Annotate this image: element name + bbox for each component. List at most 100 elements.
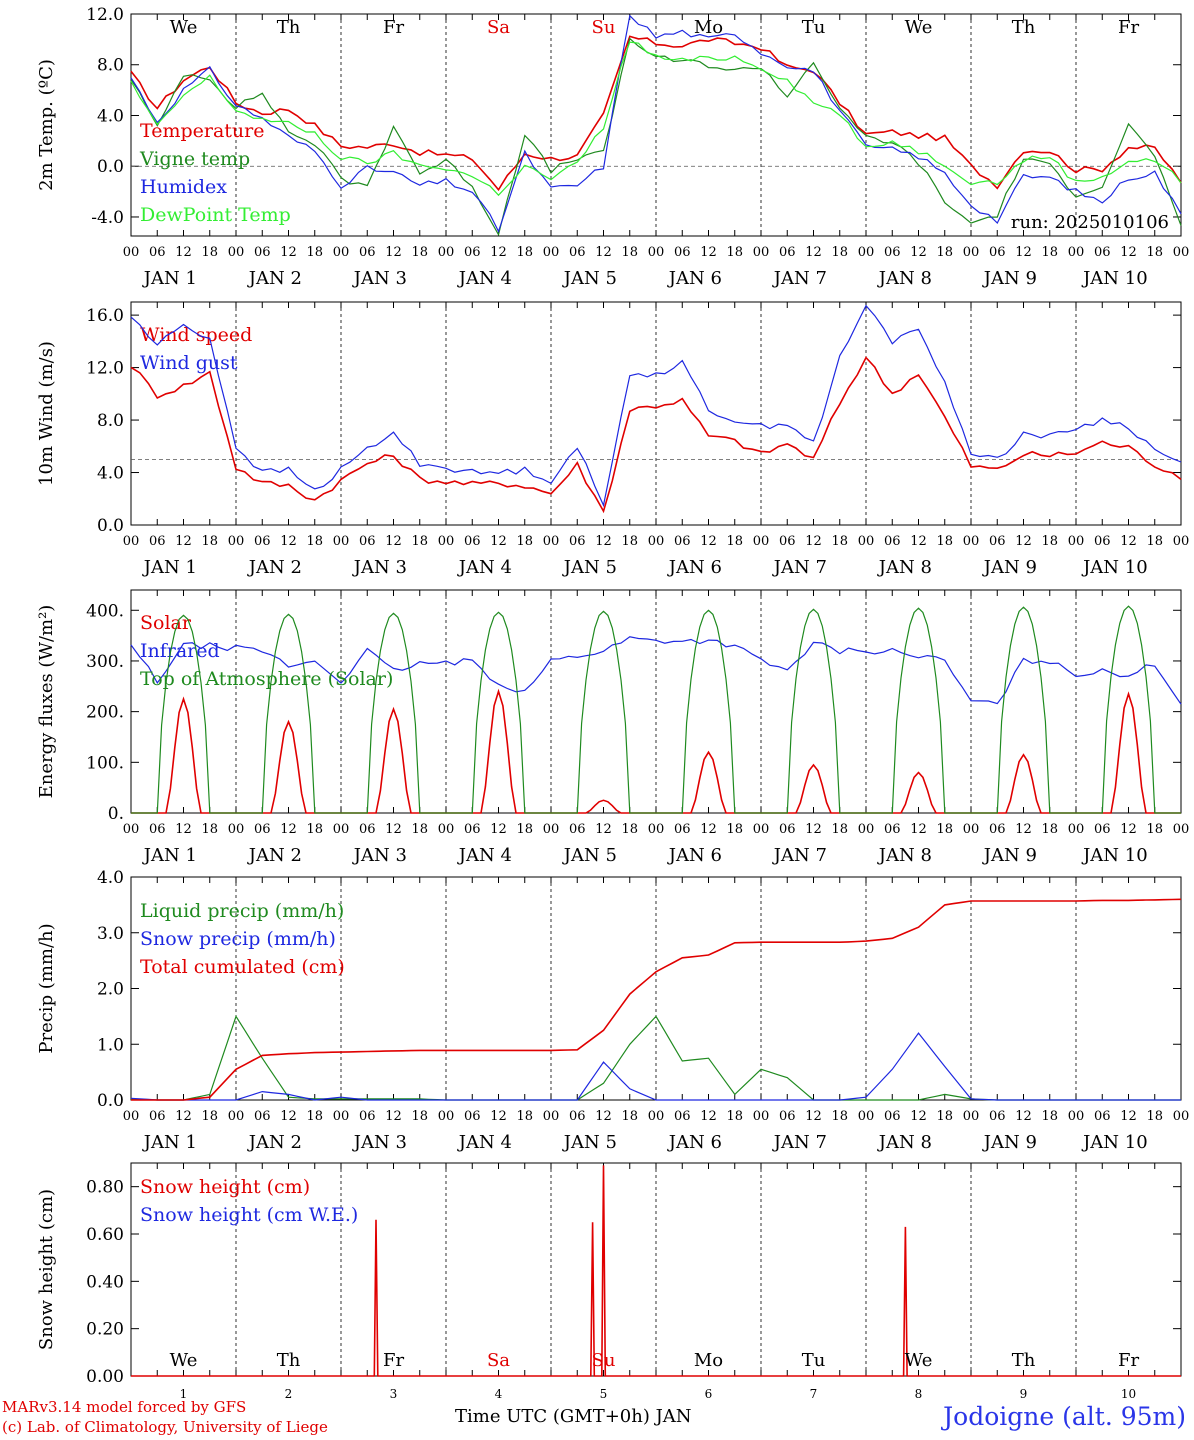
hour-label: 00: [543, 245, 560, 260]
hour-label: 00: [753, 534, 770, 549]
series-line-snow-height-cm-: [131, 1165, 1181, 1377]
legend-entry: Snow height (cm W.E.): [140, 1204, 358, 1226]
lab-credit: (c) Lab. of Climatology, University of L…: [2, 1418, 328, 1436]
hour-label: 12: [595, 1109, 612, 1124]
weekday-name: Mo: [694, 1350, 723, 1371]
hour-label: 00: [438, 1109, 455, 1124]
hour-label: 12: [280, 822, 297, 837]
hour-label: 12: [910, 1109, 927, 1124]
hour-label: 18: [516, 822, 533, 837]
y-tick-label: 0.0: [97, 1091, 124, 1111]
day-number: 7: [810, 1387, 818, 1401]
hour-label: 06: [254, 822, 271, 837]
weekday-name: We: [905, 17, 933, 38]
hour-label: 06: [884, 245, 901, 260]
day-label: JAN 3: [352, 268, 407, 289]
hour-label: 18: [516, 245, 533, 260]
hour-label: 18: [306, 1109, 323, 1124]
y-tick-label: 0.0: [97, 516, 124, 536]
weekday-name: Fr: [1118, 17, 1139, 38]
day-label: JAN 5: [562, 268, 617, 289]
y-tick-label: 100.: [86, 753, 124, 773]
y-tick-label: 12.0: [86, 359, 124, 379]
y-axis-label: 10m Wind (m/s): [36, 341, 57, 486]
hour-label: 00: [228, 822, 245, 837]
hour-label: 12: [1120, 1109, 1137, 1124]
hour-label: 00: [1068, 1109, 1085, 1124]
weekday-name: Fr: [383, 17, 404, 38]
hour-label: 06: [149, 822, 166, 837]
y-tick-label: 400.: [86, 601, 124, 621]
run-label: run: 2025010106: [1011, 212, 1169, 233]
hour-label: 00: [963, 534, 980, 549]
hour-label: 12: [280, 534, 297, 549]
hour-label: 00: [858, 534, 875, 549]
y-tick-label: 1.0: [97, 1035, 124, 1055]
hour-label: 06: [149, 534, 166, 549]
plot-frame-3: [130, 589, 1182, 814]
hour-label: 06: [254, 1109, 271, 1124]
weekday-name: Th: [1012, 1350, 1036, 1371]
hour-label: 12: [595, 534, 612, 549]
hour-label: 00: [648, 245, 665, 260]
hour-label: 00: [543, 1109, 560, 1124]
time-axis-title: Time UTC (GMT+0h) JAN: [455, 1406, 692, 1427]
day-label: JAN 9: [982, 557, 1037, 578]
hour-label: 00: [228, 534, 245, 549]
hour-label: 00: [1068, 534, 1085, 549]
y-tick-label: 12.0: [86, 5, 124, 25]
weekday-name: Th: [277, 17, 301, 38]
hour-label: 06: [464, 822, 481, 837]
hour-label: 12: [490, 822, 507, 837]
hour-label: 06: [674, 822, 691, 837]
y-axis-label: Precip (mm/h): [36, 923, 57, 1053]
hour-label: 00: [333, 245, 350, 260]
hour-label: 18: [201, 245, 218, 260]
hour-label: 12: [700, 1109, 717, 1124]
weekday-name: We: [170, 1350, 198, 1371]
hour-label: 06: [989, 245, 1006, 260]
day-label: JAN 9: [982, 268, 1037, 289]
series-line-dewpoint-temp: [130, 41, 1182, 197]
hour-label: 18: [201, 534, 218, 549]
hour-label: 18: [726, 1109, 743, 1124]
weekday-name: Su: [592, 17, 616, 38]
hour-label: 00: [1173, 822, 1190, 837]
day-label: JAN 8: [877, 557, 932, 578]
y-tick-label: 4.0: [97, 106, 124, 126]
day-label: JAN 3: [352, 845, 407, 866]
hour-label: 12: [175, 245, 192, 260]
y-tick-label: 4.0: [97, 464, 124, 484]
hour-label: 12: [805, 534, 822, 549]
hour-label: 18: [831, 1109, 848, 1124]
plot-frame-2: [130, 301, 1182, 526]
y-tick-label: 8.0: [97, 56, 124, 76]
hour-label: 18: [306, 245, 323, 260]
hour-label: 06: [464, 245, 481, 260]
hour-label: 18: [1146, 1109, 1163, 1124]
hour-label: 00: [753, 1109, 770, 1124]
day-number: 4: [495, 1387, 503, 1401]
legend-entry: Top of Atmosphere (Solar): [140, 668, 393, 690]
hour-label: 12: [280, 1109, 297, 1124]
hour-label: 18: [411, 822, 428, 837]
hour-label: 12: [910, 245, 927, 260]
hour-label: 12: [910, 534, 927, 549]
day-number: 5: [600, 1387, 608, 1401]
hour-label: 12: [805, 822, 822, 837]
hour-label: 18: [516, 534, 533, 549]
hour-label: 18: [306, 822, 323, 837]
legend-entry: Vigne temp: [139, 148, 250, 170]
hour-label: 00: [963, 1109, 980, 1124]
day-label: JAN 3: [352, 1132, 407, 1153]
hour-label: 06: [779, 822, 796, 837]
hour-label: 18: [936, 822, 953, 837]
day-label: JAN 7: [772, 845, 827, 866]
y-tick-label: 0.00: [86, 1367, 124, 1387]
day-label: JAN 1: [142, 557, 197, 578]
series-line-top-of-atmosphere-solar-: [131, 605, 1181, 814]
hour-label: 00: [333, 534, 350, 549]
y-tick-label: 300.: [86, 652, 124, 672]
hour-label: 00: [228, 1109, 245, 1124]
legend-entry: Solar: [140, 612, 192, 634]
